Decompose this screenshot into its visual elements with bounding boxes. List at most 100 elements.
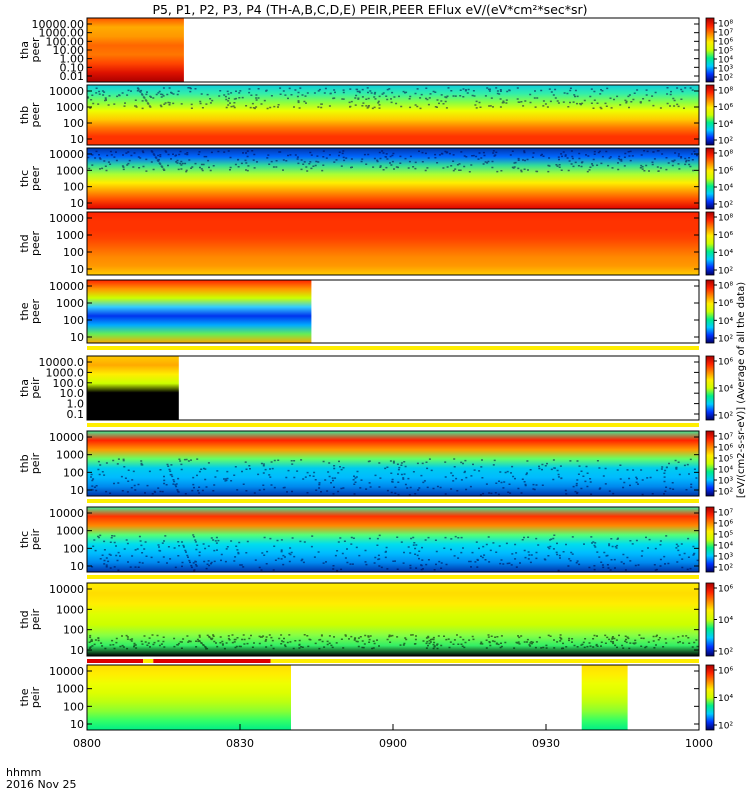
panel-frame — [86, 355, 700, 421]
heatmap-speckle — [88, 634, 699, 650]
y-tick-label: 1000 — [56, 603, 84, 616]
y-axis-label: peir — [29, 608, 42, 630]
y-axis-label: peir — [29, 528, 42, 550]
heatmap-segment — [87, 280, 312, 343]
panel-frame — [86, 147, 700, 210]
colorbar-tick-label: 10⁵ — [718, 531, 733, 541]
heatmap-segment — [87, 85, 699, 145]
x-tick-label: 0930 — [532, 737, 560, 750]
colorbar-label: [eV/(cm2-s-sr-eV)] (Average of all the d… — [736, 282, 747, 498]
y-tick-label: 0.10 — [60, 61, 85, 74]
y-axis-label: peer — [29, 231, 42, 257]
colorbar-tick-label: 10⁶ — [718, 167, 733, 177]
colorbar-tick-label: 10⁴ — [718, 616, 733, 626]
colorbar-tick-label: 10² — [718, 648, 733, 658]
quality-flag-bar — [87, 499, 699, 503]
y-tick-label: 100 — [63, 246, 84, 259]
y-axis-label: the — [18, 302, 31, 320]
colorbar — [705, 211, 715, 276]
colorbar-tick-label: 10⁵ — [718, 455, 733, 465]
y-tick-label: 1000.0 — [46, 366, 85, 379]
heatmap-segment — [87, 18, 184, 82]
colorbar-tick-label: 10² — [718, 488, 733, 498]
colorbar — [705, 279, 715, 344]
y-tick-label: 100.00 — [46, 35, 85, 48]
colorbar-tick-label: 10⁷ — [718, 509, 733, 519]
y-tick-label: 100.0 — [53, 377, 85, 390]
x-tick-label: 1000 — [685, 737, 713, 750]
x-tick-label: 0830 — [226, 737, 254, 750]
y-tick-label: 10 — [70, 644, 84, 657]
colorbar-tick-label: 10² — [718, 267, 733, 277]
quality-flag-bar — [270, 659, 699, 663]
y-tick-label: 10.0 — [60, 387, 85, 400]
y-axis-label: peir — [29, 377, 42, 399]
panel-frame — [86, 506, 700, 573]
y-axis-label: tha — [18, 41, 31, 59]
colorbar-tick-label: 10⁷ — [718, 433, 733, 443]
colorbar-tick-label: 10⁴ — [718, 694, 733, 704]
y-axis-label: thc — [18, 170, 31, 187]
heatmap-segment — [87, 212, 699, 275]
date-label: 2016 Nov 25 — [6, 778, 77, 791]
colorbar-tick-label: 10⁴ — [718, 542, 733, 552]
colorbar-tick-label: 10⁶ — [718, 103, 733, 113]
y-tick-label: 100 — [63, 624, 84, 637]
y-tick-label: 10000 — [49, 583, 84, 596]
y-tick-label: 10000 — [49, 212, 84, 225]
y-axis-label: thd — [18, 234, 31, 252]
x-tick-label: 0800 — [73, 737, 101, 750]
colorbar-tick-label: 10⁶ — [718, 667, 733, 677]
colorbar — [705, 430, 715, 497]
y-tick-label: 1000 — [56, 297, 84, 310]
colorbar-tick-label: 10² — [718, 201, 733, 211]
quality-flag-bar — [87, 423, 699, 427]
colorbar-tick-label: 10⁸ — [718, 87, 733, 97]
colorbar-tick-label: 10⁴ — [718, 56, 733, 66]
heatmap-segment — [87, 356, 179, 420]
colorbar-tick-label: 10² — [718, 564, 733, 574]
y-tick-label: 10 — [70, 197, 84, 210]
panel-frame — [86, 582, 700, 657]
y-tick-label: 100 — [63, 700, 84, 713]
y-tick-label: 10000 — [49, 665, 84, 678]
colorbar-tick-label: 10⁶ — [718, 358, 733, 368]
colorbar — [705, 664, 715, 731]
y-axis-label: peer — [29, 299, 42, 325]
heatmap-segment — [87, 148, 699, 209]
colorbar-tick-label: 10⁶ — [718, 585, 733, 595]
y-tick-label: 10 — [70, 484, 84, 497]
heatmap-segment — [87, 583, 699, 656]
y-tick-label: 100 — [63, 314, 84, 327]
colorbar-tick-label: 10³ — [718, 65, 733, 75]
y-tick-label: 10 — [70, 331, 84, 344]
y-axis-label: thb — [18, 106, 31, 124]
colorbar-tick-label: 10³ — [718, 477, 733, 487]
colorbar-tick-label: 10⁷ — [718, 29, 733, 39]
colorbar-tick-label: 10⁴ — [718, 184, 733, 194]
y-axis-label: thc — [18, 531, 31, 548]
colorbar-tick-label: 10² — [718, 412, 733, 422]
y-tick-label: 10000.00 — [32, 18, 85, 31]
colorbar — [705, 84, 715, 146]
colorbar-tick-label: 10⁶ — [718, 38, 733, 48]
panel-frame — [86, 279, 700, 344]
y-tick-label: 1000 — [56, 683, 84, 696]
y-axis-label: the — [18, 688, 31, 706]
colorbar-tick-label: 10⁶ — [718, 444, 733, 454]
y-tick-label: 10000.0 — [39, 356, 85, 369]
colorbar — [705, 355, 715, 421]
quality-flag-bar — [87, 659, 144, 663]
colorbar-tick-label: 10⁴ — [718, 466, 733, 476]
y-tick-label: 10 — [70, 718, 84, 731]
heatmap-segment — [87, 507, 699, 572]
colorbar-tick-label: 10⁴ — [718, 317, 733, 327]
colorbar — [705, 147, 715, 210]
